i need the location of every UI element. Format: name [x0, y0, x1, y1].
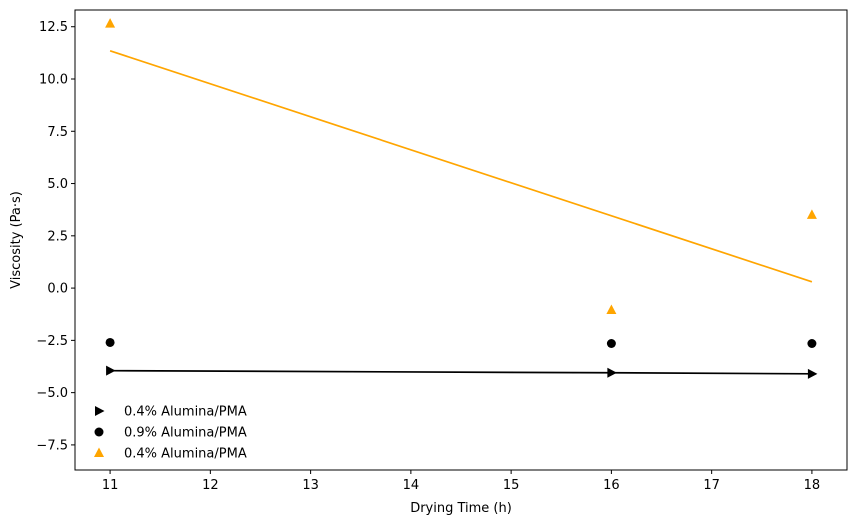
y-tick-label: 2.5: [47, 229, 68, 244]
legend-label-2: 0.4% Alumina/PMA: [124, 447, 247, 462]
series-0-point: [106, 365, 116, 376]
y-tick-label: 0.0: [47, 282, 68, 297]
y-tick-label: 7.5: [47, 125, 68, 140]
x-tick-label: 14: [403, 478, 420, 493]
y-tick-label: 5.0: [47, 177, 68, 192]
y-tick-label: −2.5: [36, 334, 68, 349]
series-2-point: [105, 18, 116, 28]
series-2-point: [806, 209, 817, 219]
x-axis-label: Drying Time (h): [410, 501, 512, 516]
y-tick-label: 12.5: [39, 20, 68, 35]
legend: 0.4% Alumina/PMA 0.9% Alumina/PMA 0.4% Alu…: [94, 405, 247, 462]
plot-area: [74, 9, 848, 471]
legend-marker-1: [94, 427, 104, 437]
x-tick-label: 16: [603, 478, 620, 493]
x-tick-label: 17: [703, 478, 720, 493]
series-1-point: [105, 337, 115, 347]
x-tick-label: 15: [503, 478, 520, 493]
x-axis-ticks: 11 12 13 14 15 16 17 18: [102, 470, 820, 493]
y-axis-label: Viscosity (Pa·s): [9, 191, 24, 289]
x-tick-label: 18: [804, 478, 821, 493]
legend-marker-2: [94, 447, 104, 457]
series-0-point: [607, 367, 617, 378]
x-tick-label: 12: [202, 478, 219, 493]
series-1-point: [807, 339, 817, 348]
y-tick-label: −7.5: [36, 438, 68, 453]
data-points: [105, 18, 818, 379]
legend-marker-0: [95, 406, 105, 416]
y-tick-label: 10.0: [39, 73, 68, 88]
series-2-line: [109, 49, 813, 283]
x-tick-label: 11: [102, 478, 119, 493]
x-tick-label: 13: [302, 478, 319, 493]
series-1-point: [606, 339, 616, 348]
series-0-point: [807, 368, 818, 379]
y-tick-label: −5.0: [36, 386, 68, 401]
series-2-point: [606, 304, 617, 315]
legend-label-1: 0.9% Alumina/PMA: [124, 426, 247, 441]
y-axis-ticks: −7.5 −5.0 −2.5 0.0 2.5 5.0 7.5 10.0 12.5: [36, 20, 75, 453]
legend-label-0: 0.4% Alumina/PMA: [124, 405, 247, 420]
